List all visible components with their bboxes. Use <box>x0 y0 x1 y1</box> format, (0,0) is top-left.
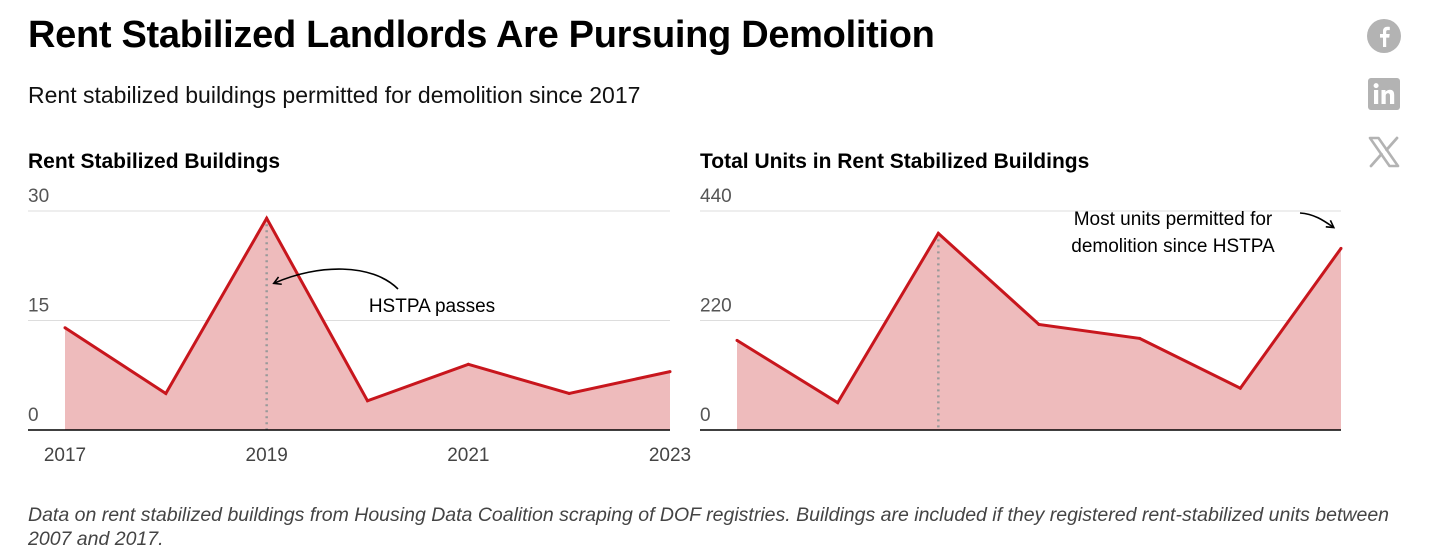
facebook-icon <box>1367 19 1401 53</box>
data-point-2017 <box>735 338 739 342</box>
linkedin-icon <box>1368 78 1400 110</box>
chart-title: Total Units in Rent Stabilized Buildings <box>700 150 1089 173</box>
chart-1: Rent Stabilized Buildings 0 15 30 2017 2019 20… <box>28 150 691 466</box>
linkedin-share-button[interactable] <box>1364 74 1404 114</box>
x-tick-label: 2021 <box>447 445 489 466</box>
x-tick-label: 2017 <box>44 445 86 466</box>
data-point-2021 <box>1138 336 1142 340</box>
page-title: Rent Stabilized Landlords Are Pursuing D… <box>28 14 935 56</box>
data-point-2019 <box>265 216 269 220</box>
y-tick-label: 15 <box>28 296 49 317</box>
annotation-text-line: demolition since HSTPA <box>1071 236 1275 257</box>
chart-title: Rent Stabilized Buildings <box>28 150 280 173</box>
annotation-text-line: Most units permitted for <box>1074 209 1273 230</box>
page-subtitle: Rent stabilized buildings permitted for … <box>28 82 641 108</box>
footnote: Data on rent stabilized buildings from H… <box>28 504 1390 550</box>
data-point-2023 <box>668 370 672 374</box>
data-point-2022 <box>1238 386 1242 390</box>
y-tick-label: 30 <box>28 186 49 207</box>
chart-2: Total Units in Rent Stabilized Buildings… <box>700 150 1343 431</box>
y-tick-label: 440 <box>700 186 732 207</box>
facebook-share-button[interactable] <box>1364 16 1404 56</box>
area-fill <box>737 233 1341 430</box>
data-point-2022 <box>567 392 571 395</box>
annotation-arrow <box>1299 212 1336 229</box>
y-tick-label: 0 <box>28 405 39 426</box>
data-point-2020 <box>366 399 369 403</box>
data-point-2018 <box>836 401 840 405</box>
x-tick-label: 2023 <box>649 445 691 466</box>
data-point-2018 <box>164 392 168 395</box>
y-tick-label: 0 <box>700 405 711 426</box>
x-icon <box>1368 136 1400 168</box>
annotation-text: HSTPA passes <box>369 296 495 317</box>
data-point-2017 <box>63 326 67 330</box>
data-point-2020 <box>1037 322 1041 326</box>
annotation-arrow <box>272 268 399 290</box>
data-point-2019 <box>936 231 940 235</box>
x-share-button[interactable] <box>1364 132 1404 172</box>
data-point-2023 <box>1339 246 1343 250</box>
series-line <box>64 215 671 403</box>
data-point-2021 <box>466 362 470 366</box>
y-tick-label: 220 <box>700 296 732 317</box>
x-tick-label: 2019 <box>246 445 288 466</box>
area-fill <box>65 218 670 430</box>
